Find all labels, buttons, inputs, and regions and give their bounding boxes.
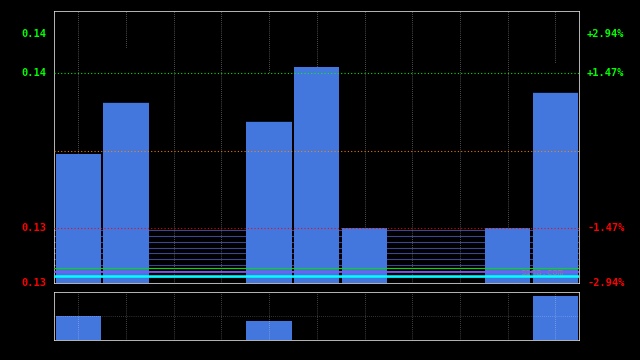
Bar — [103, 48, 148, 102]
Bar — [294, 67, 339, 283]
Text: 0.13: 0.13 — [22, 278, 47, 288]
Bar — [246, 73, 292, 121]
Text: sina.com: sina.com — [520, 268, 563, 277]
Text: +2.94%: +2.94% — [587, 29, 625, 39]
Text: 0.14: 0.14 — [22, 29, 47, 39]
Bar — [56, 316, 101, 340]
Bar — [103, 48, 148, 283]
Text: 0.13: 0.13 — [22, 223, 47, 233]
Bar — [246, 73, 292, 283]
Text: +1.47%: +1.47% — [587, 68, 625, 78]
Text: -1.47%: -1.47% — [587, 223, 625, 233]
Text: 0.14: 0.14 — [22, 68, 47, 78]
Bar — [56, 154, 101, 283]
Bar — [532, 63, 578, 283]
Text: -2.94%: -2.94% — [587, 278, 625, 288]
Bar — [246, 321, 292, 340]
Bar — [485, 228, 531, 283]
Bar — [342, 228, 387, 283]
Bar — [532, 297, 578, 340]
Bar — [532, 63, 578, 92]
